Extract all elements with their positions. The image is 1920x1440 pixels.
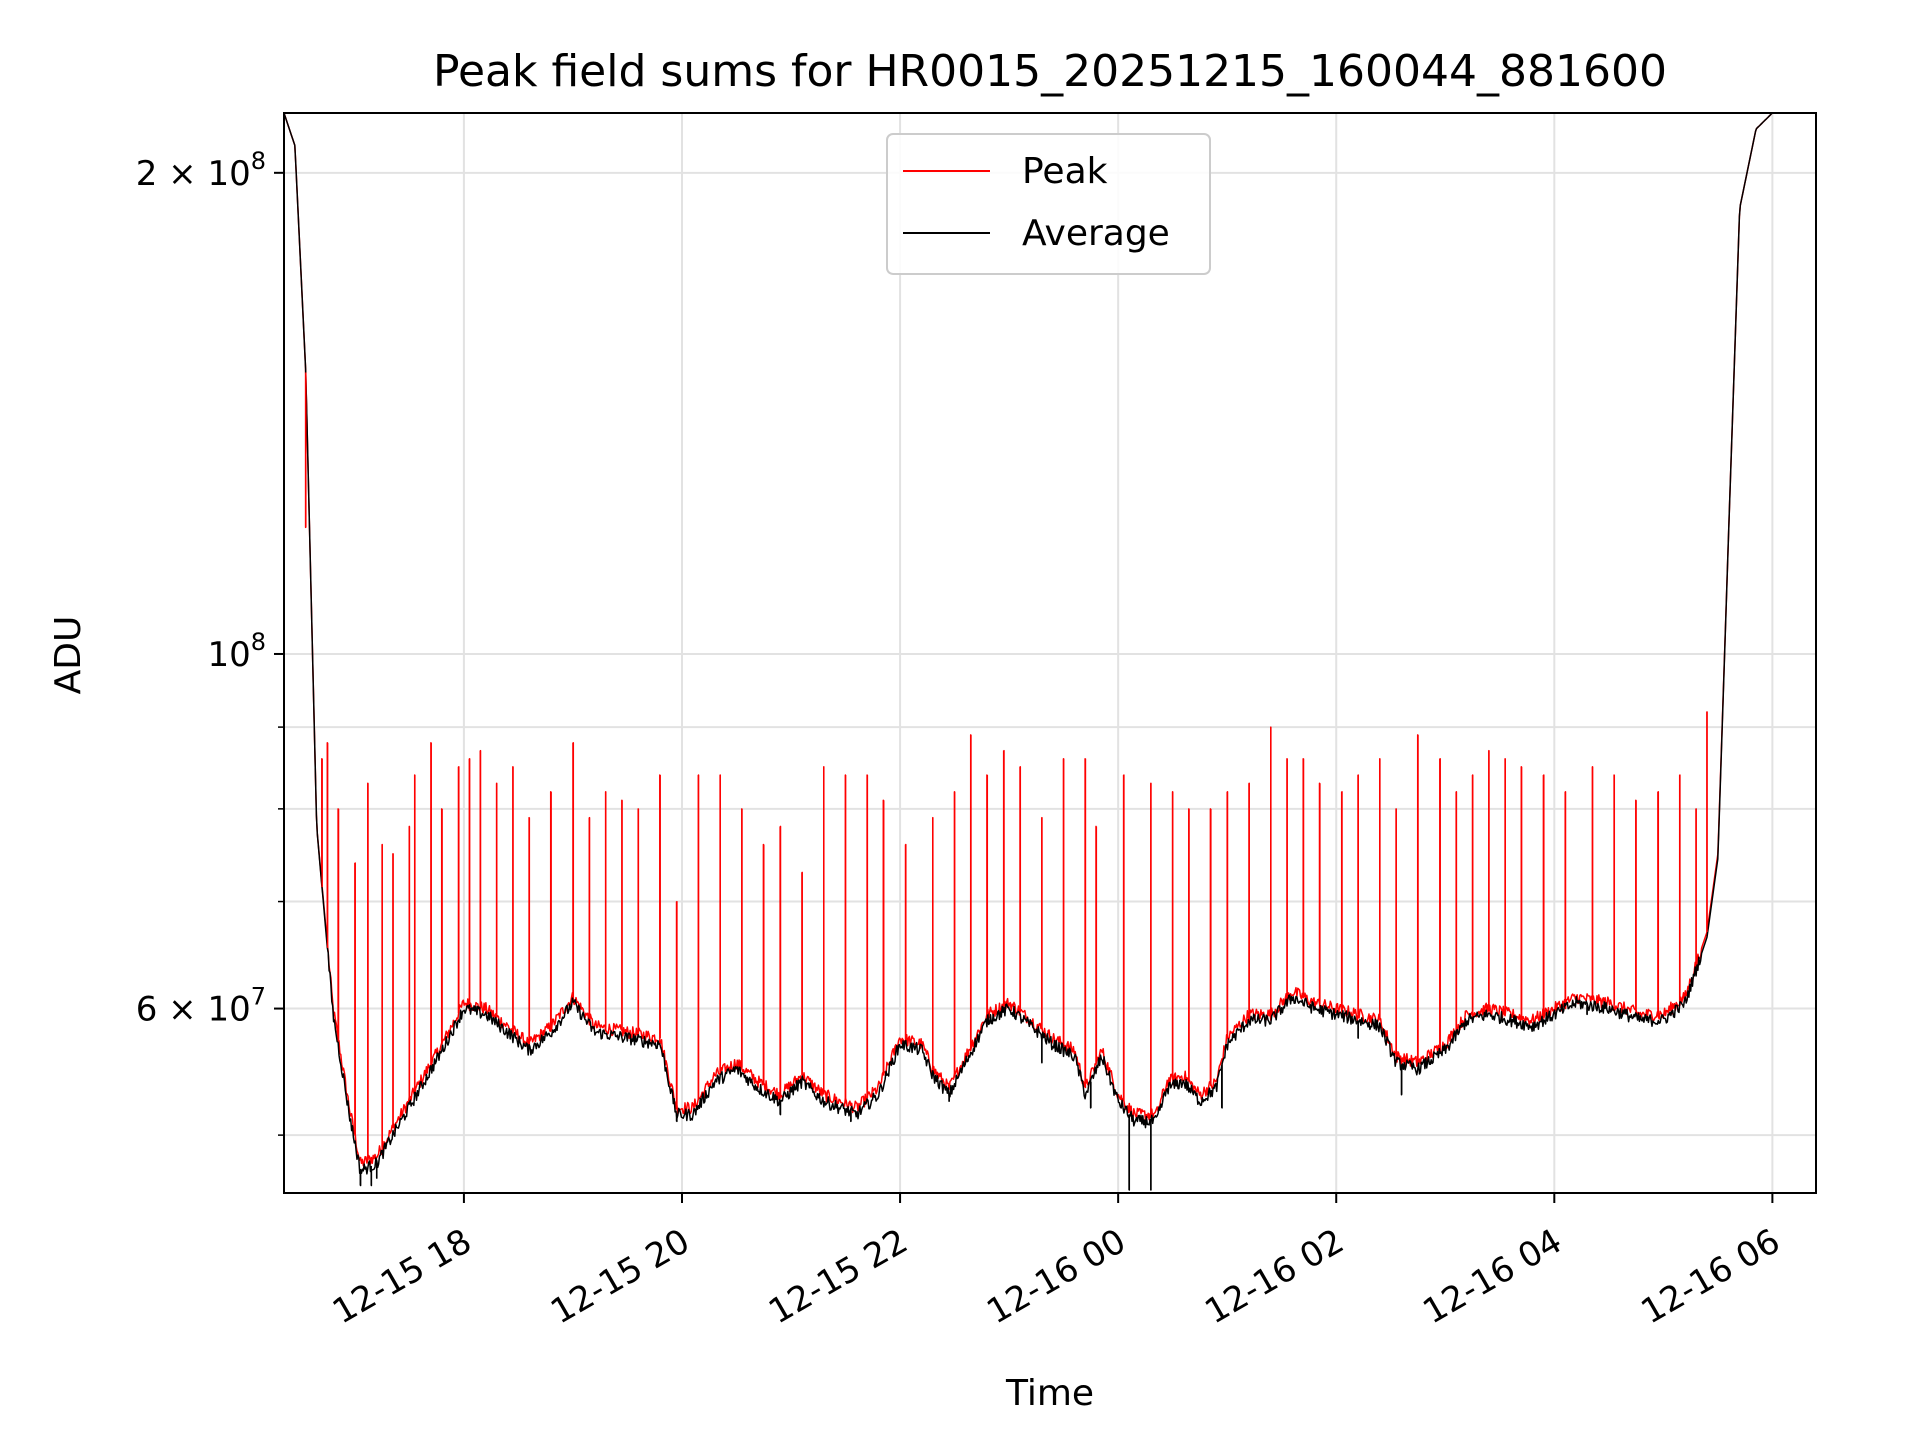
chart-title: Peak field sums for HR0015_20251215_1600… [433,46,1667,97]
legend-box [886,133,1211,275]
y-tick-label: 108 [207,628,266,675]
legend-peak-label: Peak [1022,151,1108,192]
y-tick-label: 6 × 107 [136,983,266,1030]
x-axis-title: Time [1005,1373,1094,1414]
y-axis-title: ADU [48,616,89,695]
y-tick-label: 2 × 108 [136,147,266,194]
series-layer [284,113,1816,1191]
grid [284,113,1816,1193]
average-series-line [284,113,1816,1191]
legend: Peak Average [886,133,1211,275]
legend-average-label: Average [1022,213,1170,254]
